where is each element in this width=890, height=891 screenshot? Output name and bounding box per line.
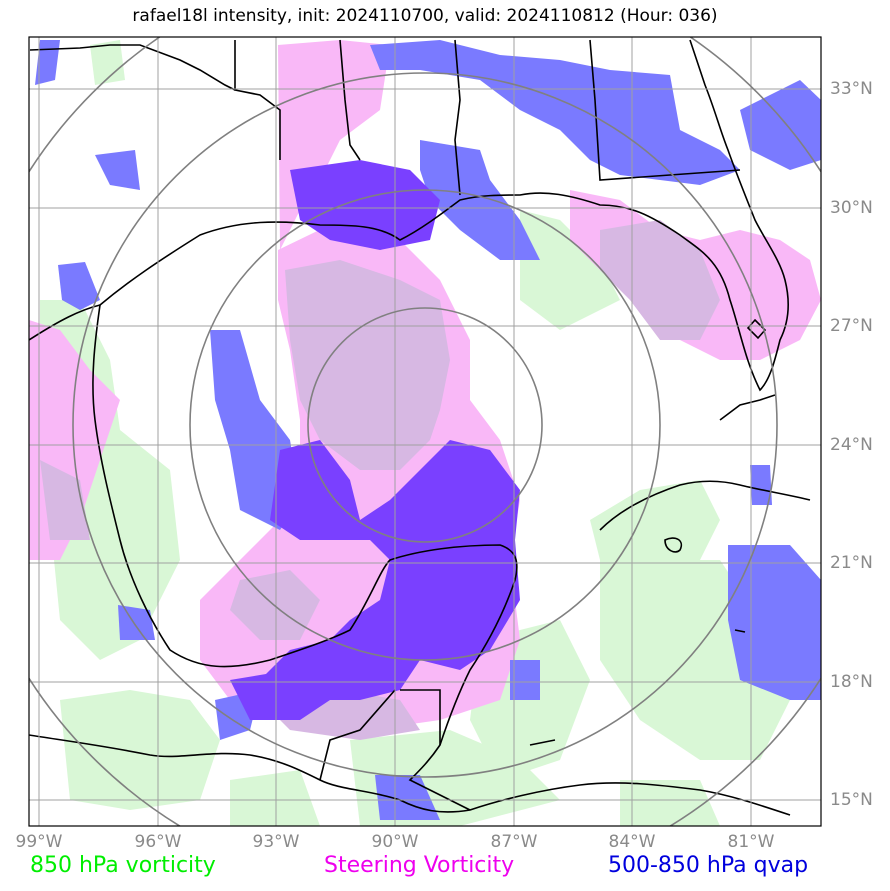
lat-tick-label: 30°N <box>830 198 873 218</box>
lon-tick-label: 99°W <box>15 832 63 852</box>
lat-tick-label: 27°N <box>830 316 873 336</box>
lon-tick-label: 87°W <box>490 832 538 852</box>
map-frame <box>28 36 822 827</box>
lat-tick-label: 15°N <box>830 790 873 810</box>
range-ring <box>72 72 778 778</box>
lat-tick-label: 18°N <box>830 672 873 692</box>
mixed-layer <box>40 220 720 740</box>
lat-tick-label: 33°N <box>830 79 873 99</box>
lon-tick-label: 84°W <box>608 832 656 852</box>
lon-tick-label: 90°W <box>371 832 419 852</box>
legend-vorticity: 850 hPa vorticity <box>30 853 216 878</box>
lat-tick-label: 21°N <box>830 553 873 573</box>
legend-steering: Steering Vorticity <box>324 853 515 878</box>
range-ring <box>307 307 543 543</box>
lon-tick-label: 81°W <box>727 832 775 852</box>
lon-tick-label: 93°W <box>252 832 300 852</box>
lat-tick-label: 24°N <box>830 435 873 455</box>
lon-tick-label: 96°W <box>134 832 182 852</box>
legend-qvap: 500-850 hPa qvap <box>608 853 809 878</box>
range-ring <box>189 189 661 661</box>
map-title: rafael18l intensity, init: 2024110700, v… <box>132 6 718 26</box>
